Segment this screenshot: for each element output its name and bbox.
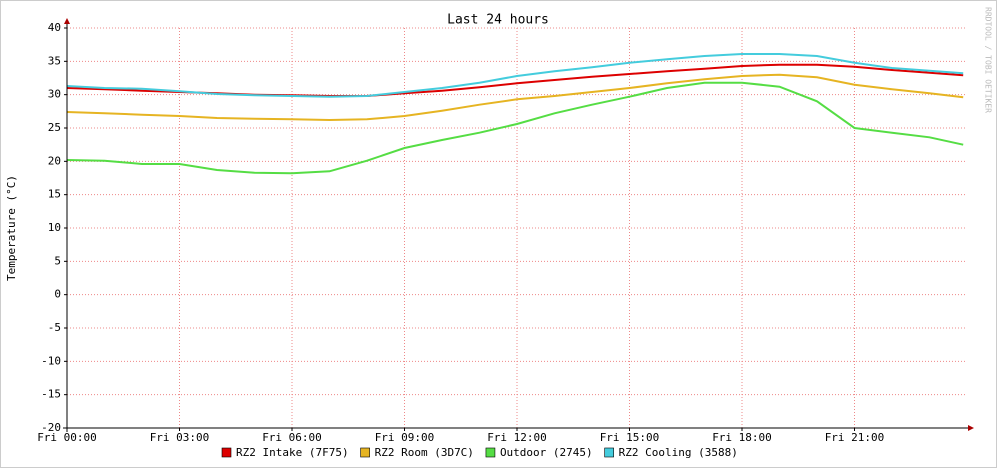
lines [66, 53, 964, 175]
y-axis-label: Temperature (°C) [5, 175, 18, 281]
x-tick-label: Fri 18:00 [712, 431, 772, 444]
x-arrow [968, 425, 974, 431]
x-tick-label: Fri 03:00 [150, 431, 210, 444]
series-line [66, 53, 964, 98]
y-tick-label: 10 [48, 221, 61, 234]
watermark: RRDTOOL / TOBI OETIKER [984, 7, 993, 113]
y-tick-label: 15 [48, 188, 61, 201]
series-line [66, 73, 964, 122]
x-tick-label: Fri 09:00 [375, 431, 435, 444]
x-tick-label: Fri 15:00 [600, 431, 660, 444]
y-tick-label: -20 [41, 421, 61, 434]
legend-label: RZ2 Cooling (3588) [619, 446, 738, 459]
x-tick-label: Fri 12:00 [487, 431, 547, 444]
legend-swatch [221, 447, 232, 458]
x-tick-label: Fri 21:00 [825, 431, 885, 444]
legend-label: Outdoor (2745) [500, 446, 593, 459]
series-line [66, 81, 964, 175]
legend-swatch [604, 447, 614, 458]
y-tick-label: 25 [48, 121, 61, 134]
legend-label: RZ2 Intake (7F75) [236, 446, 349, 459]
chart-title: Last 24 hours [447, 13, 549, 28]
y-tick-label: -5 [48, 321, 61, 334]
y-tick-label: -15 [41, 388, 61, 401]
x-tick-label: Fri 06:00 [262, 431, 322, 444]
y-tick-label: 20 [48, 154, 61, 167]
y-tick-label: 35 [48, 54, 61, 67]
legend: RZ2 Intake (7F75) RZ2 Room (3D7C) Outdoor … [221, 446, 738, 459]
x-tick-label: Fri 00:00 [37, 431, 97, 444]
legend-swatch [485, 447, 496, 458]
y-tick-label: 0 [54, 288, 61, 301]
y-arrow [64, 18, 70, 24]
y-tick-label: -10 [41, 354, 61, 367]
grid: -20 -15 -10 -5 0 5 10 15 20 25 30 35 40 Fri 00:00 Fri … [37, 21, 967, 444]
y-tick-label: 5 [54, 254, 61, 267]
y-tick-label: 40 [48, 21, 61, 34]
legend-swatch [360, 447, 370, 458]
y-tick-label: 30 [48, 88, 61, 101]
legend-label: RZ2 Room (3D7C) [375, 446, 474, 459]
